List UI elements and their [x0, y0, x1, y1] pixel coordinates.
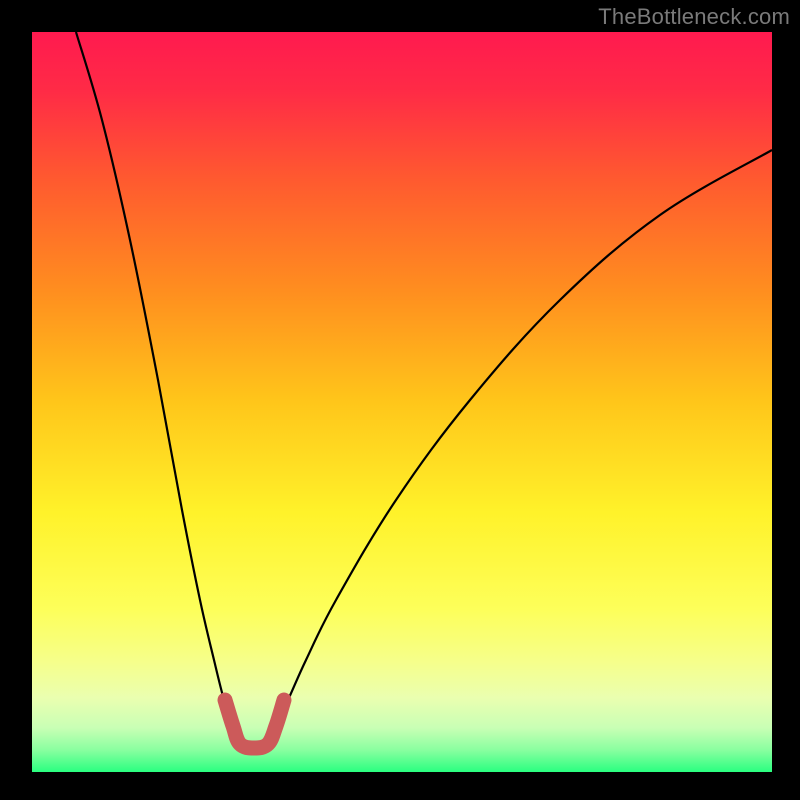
watermark-text: TheBottleneck.com [598, 4, 790, 30]
chart-svg [0, 0, 800, 800]
chart-container: TheBottleneck.com [0, 0, 800, 800]
plot-background [32, 32, 772, 772]
